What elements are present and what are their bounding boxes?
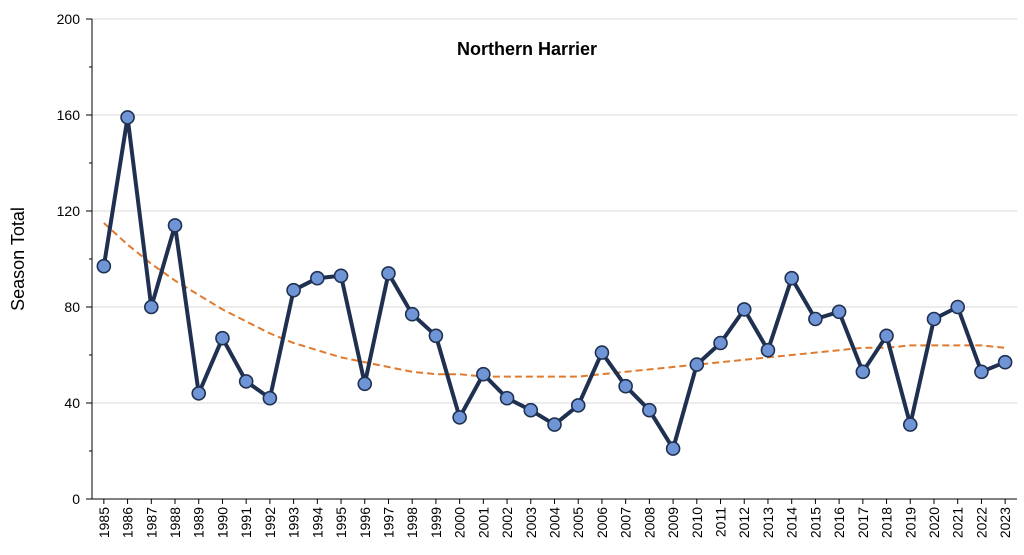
data-point	[902, 417, 918, 432]
x-tick-label: 1994	[309, 507, 325, 538]
x-tick-label: 2012	[736, 507, 752, 538]
data-point	[831, 304, 847, 320]
x-tick-label: 1987	[143, 507, 159, 538]
data-point	[855, 364, 871, 380]
data-point	[665, 441, 681, 456]
data-point	[689, 357, 705, 372]
y-tick-label: 40	[64, 395, 80, 411]
data-point	[547, 417, 562, 432]
data-point	[760, 342, 776, 358]
data-point	[120, 110, 135, 125]
data-point	[594, 345, 610, 360]
series-line	[101, 115, 1006, 451]
data-point	[215, 330, 230, 346]
data-point	[404, 306, 420, 322]
trendline-layer	[103, 222, 1006, 378]
x-tick-label: 2009	[665, 507, 681, 538]
x-tick-label: 2007	[618, 507, 634, 538]
data-point	[808, 311, 823, 327]
x-tick-label: 2003	[523, 507, 539, 538]
x-tick-label: 2013	[760, 507, 776, 538]
data-point	[452, 410, 467, 425]
data-point	[286, 282, 301, 298]
x-tick-label: 2018	[879, 507, 895, 538]
y-axis-title: Season Total	[8, 207, 28, 311]
data-point	[879, 328, 894, 344]
x-tick-label: 2023	[997, 507, 1013, 538]
data-point	[618, 378, 633, 394]
x-tick-label: 1988	[167, 507, 183, 538]
data-point	[381, 266, 396, 281]
x-tick-label: 2020	[926, 507, 942, 538]
data-point	[428, 328, 444, 344]
x-tick-label: 2011	[713, 507, 729, 537]
data-point	[238, 374, 254, 389]
data-point	[926, 311, 942, 327]
y-tick-label: 200	[57, 11, 81, 27]
data-point	[950, 299, 966, 315]
x-tick-label: 2014	[784, 507, 800, 538]
y-tick-label: 120	[57, 203, 81, 219]
data-point	[974, 364, 989, 380]
labels: 0 40 80 120 160 200 1985 1986 1987 1988 1989 1990 19…	[57, 11, 1014, 538]
series-layer	[96, 110, 1013, 456]
x-tick-label: 1998	[404, 507, 420, 538]
y-tick-label: 80	[64, 299, 80, 315]
data-point	[523, 402, 539, 418]
x-tick-label: 1989	[191, 507, 207, 538]
data-point	[499, 390, 515, 406]
data-point	[997, 354, 1013, 370]
data-point	[357, 376, 373, 392]
data-point	[167, 218, 183, 233]
x-tick-label: 2019	[902, 507, 918, 538]
x-tick-label: 2017	[855, 507, 871, 538]
x-tick-label: 2021	[950, 507, 966, 538]
x-tick-label: 1997	[380, 507, 396, 538]
x-tick-label: 2001	[475, 507, 491, 538]
trendline	[103, 222, 1006, 378]
y-tick-label: 0	[72, 491, 80, 507]
data-point	[310, 270, 325, 286]
gridlines	[92, 18, 1017, 404]
data-point	[476, 366, 491, 382]
data-point	[143, 299, 159, 315]
x-tick-label: 1999	[428, 507, 444, 538]
x-tick-label: 1990	[214, 507, 230, 538]
x-tick-label: 2000	[452, 507, 468, 538]
x-tick-label: 2006	[594, 507, 610, 538]
x-tick-label: 1995	[333, 507, 349, 538]
x-tick-label: 1986	[120, 507, 136, 538]
chart-title: Northern Harrier	[457, 39, 597, 59]
data-point	[784, 270, 799, 286]
x-tick-label: 2016	[831, 507, 847, 538]
data-point	[736, 302, 752, 317]
x-tick-label: 1992	[262, 507, 278, 538]
x-tick-label: 2008	[641, 507, 657, 538]
x-tick-label: 2010	[689, 507, 705, 538]
data-point	[262, 390, 278, 406]
data-point	[191, 386, 207, 401]
x-tick-label: 2004	[547, 507, 563, 538]
x-tick-label: 1991	[238, 507, 254, 538]
data-point	[642, 402, 657, 418]
x-tick-label: 1993	[286, 507, 302, 538]
data-point	[713, 335, 728, 351]
x-tick-label: 2005	[570, 507, 586, 538]
x-tick-label: 2002	[499, 507, 515, 538]
y-tick-label: 160	[57, 107, 81, 123]
data-point	[96, 258, 112, 274]
data-point	[333, 268, 349, 284]
axes	[86, 18, 1017, 504]
x-tick-label: 1985	[96, 507, 112, 538]
data-point	[570, 398, 586, 413]
x-tick-label: 1996	[357, 507, 373, 538]
x-tick-label: 2022	[973, 507, 989, 538]
x-tick-label: 2015	[807, 507, 823, 538]
